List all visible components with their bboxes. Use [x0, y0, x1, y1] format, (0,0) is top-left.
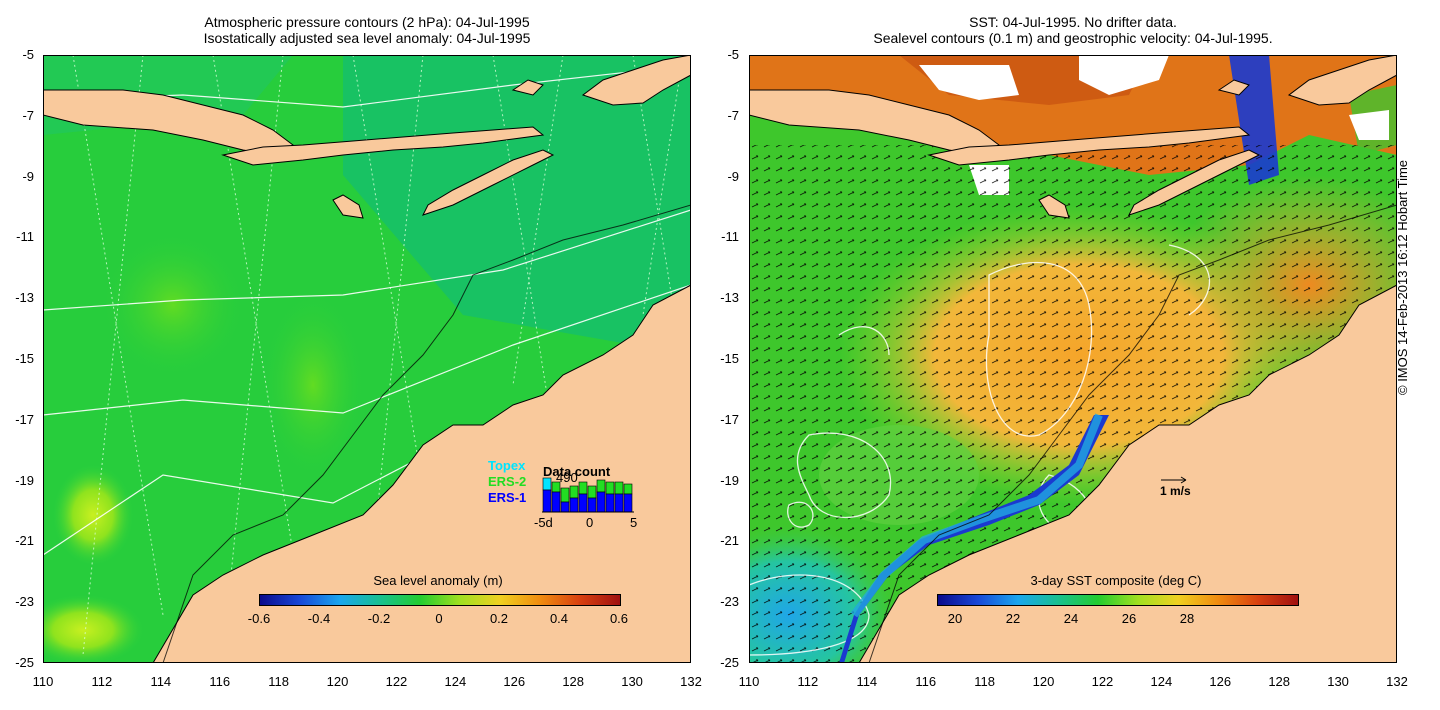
right-y-tick-label: -19	[720, 472, 739, 488]
right-y-tick-label: -11	[721, 229, 739, 245]
left-title-line1: Atmospheric pressure contours (2 hPa): 0…	[204, 14, 530, 30]
left-y-tick-label: -7	[22, 107, 34, 123]
left-y-tick-label: -9	[22, 168, 34, 184]
legend-ers1: ERS-1	[488, 490, 527, 505]
velocity-scale-arrow	[1161, 476, 1187, 484]
left-colorbar-tick: 0.2	[489, 611, 509, 626]
right-x-tick-label: 124	[1150, 674, 1173, 689]
data-count-tick-end: 5	[630, 515, 638, 530]
right-x-tick-label: 120	[1032, 674, 1055, 689]
left-x-tick-label: 128	[562, 674, 585, 689]
credit-text: © IMOS 14-Feb-2013 16:12 Hobart Time	[1395, 159, 1410, 395]
left-y-tick-label: -11	[16, 229, 34, 245]
right-x-tick-label: 116	[915, 674, 937, 689]
left-x-tick-label: 124	[444, 674, 467, 689]
left-y-tick-label: -15	[15, 351, 34, 366]
right-x-tick-label: 114	[856, 674, 878, 689]
right-colorbar-tick: 22	[1005, 611, 1021, 626]
left-colorbar-tick: 0	[435, 611, 443, 626]
legend-topex: Topex	[488, 458, 526, 473]
right-x-tick-label: 112	[797, 674, 819, 689]
right-colorbar-tick: 28	[1179, 611, 1195, 626]
left-title-line2: Isostatically adjusted sea level anomaly…	[203, 30, 531, 46]
right-map-sst	[749, 55, 1397, 663]
left-x-tick-label: 126	[503, 674, 526, 689]
data-count-title: Data count	[543, 464, 611, 479]
left-x-tick-label: 132	[680, 674, 702, 689]
left-y-tick-label: -25	[15, 655, 34, 670]
legend-ers2: ERS-2	[488, 474, 527, 489]
left-colorbar-tick: -0.2	[367, 611, 391, 626]
velocity-scale-label: 1 m/s	[1160, 484, 1191, 498]
left-x-tick-label: 112	[91, 674, 113, 689]
left-y-tick-label: -17	[15, 411, 34, 427]
left-x-tick-label: 118	[268, 674, 289, 689]
left-y-tick-label: -21	[15, 533, 34, 549]
right-y-tick-label: -13	[720, 290, 739, 306]
right-title-line2: Sealevel contours (0.1 m) and geostrophi…	[873, 30, 1273, 46]
left-map-sea-level-anomaly	[43, 55, 691, 663]
right-y-tick-label: -9	[727, 168, 739, 184]
left-colorbar-tick: -0.4	[307, 611, 331, 626]
left-title: Atmospheric pressure contours (2 hPa): 0…	[44, 14, 690, 46]
left-y-tick-label: -13	[15, 290, 34, 306]
right-y-tick-label: -25	[720, 655, 739, 670]
right-colorbar	[937, 594, 1299, 606]
right-y-tick-label: -21	[720, 533, 739, 549]
left-colorbar-tick: 0.6	[609, 611, 629, 626]
right-title-line1: SST: 04-Jul-1995. No drifter data.	[969, 14, 1177, 30]
right-x-tick-label: 128	[1268, 674, 1291, 689]
left-y-tick-label: -5	[22, 47, 34, 62]
right-colorbar-tick: 26	[1121, 611, 1137, 626]
right-y-tick-label: -17	[720, 411, 739, 427]
right-y-tick-label: -23	[720, 594, 739, 610]
left-x-tick-label: 130	[621, 674, 643, 689]
left-x-tick-label: 120	[326, 674, 349, 689]
data-count-tick-start: -5d	[534, 515, 553, 530]
data-count-tick-mid: 0	[586, 515, 594, 530]
left-x-tick-label: 116	[209, 674, 231, 689]
right-colorbar-tick: 24	[1063, 611, 1079, 626]
right-y-tick-label: -7	[727, 107, 739, 123]
right-title: SST: 04-Jul-1995. No drifter data. Seale…	[750, 14, 1396, 46]
right-x-tick-label: 122	[1091, 674, 1114, 689]
right-x-tick-label: 110	[738, 674, 760, 689]
left-colorbar-tick: -0.6	[247, 611, 271, 626]
left-x-tick-label: 114	[150, 674, 172, 689]
left-colorbar-title: Sea level anomaly (m)	[373, 573, 503, 588]
left-x-tick-label: 110	[32, 674, 54, 689]
left-y-tick-label: -19	[15, 472, 34, 488]
right-colorbar-title: 3-day SST composite (deg C)	[1030, 573, 1202, 588]
left-y-tick-label: -23	[15, 594, 34, 610]
right-y-tick-label: -5	[727, 47, 739, 62]
left-x-tick-label: 122	[385, 674, 408, 689]
right-x-tick-label: 132	[1386, 674, 1408, 689]
data-count-value: 490	[556, 470, 578, 485]
right-y-tick-label: -15	[720, 351, 739, 366]
left-colorbar	[259, 594, 621, 606]
right-x-tick-label: 126	[1209, 674, 1232, 689]
right-x-tick-label: 118	[974, 674, 995, 689]
right-x-tick-label: 130	[1327, 674, 1349, 689]
right-colorbar-tick: 20	[947, 611, 963, 626]
left-colorbar-tick: 0.4	[549, 611, 569, 626]
data-count-histogram	[542, 477, 634, 513]
